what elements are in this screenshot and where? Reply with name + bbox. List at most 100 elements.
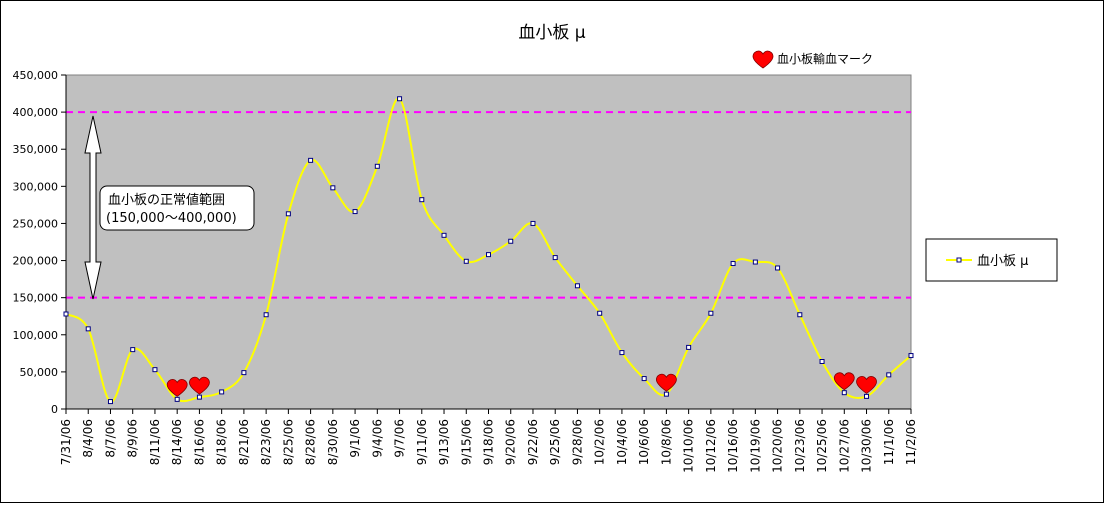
legend-label: 血小板 μ [977, 254, 1028, 269]
y-tick-label: 100,000 [13, 329, 59, 342]
x-tick-label: 8/11/06 [148, 419, 162, 465]
data-point [641, 376, 647, 382]
x-tick-label: 9/28/06 [570, 419, 584, 465]
range-note-box [99, 185, 255, 231]
x-tick-label: 10/2/06 [593, 419, 607, 465]
x-axis: 7/31/06 8/4/06 8/7/06 8/9/06 8/11/06 8/14/06 8… [59, 408, 918, 473]
transfusion-heart-icon [166, 378, 188, 397]
data-point [285, 211, 291, 217]
y-tick-label: 400,000 [13, 106, 59, 119]
data-point [196, 394, 202, 400]
data-point [107, 399, 113, 405]
reference-lines [66, 111, 911, 299]
transfusion-markers [166, 372, 877, 397]
x-tick-label: 9/4/06 [370, 419, 384, 458]
data-point [63, 311, 69, 317]
range-note-line-1: 血小板の正常値範囲 [108, 192, 225, 208]
data-point [730, 261, 736, 267]
x-tick-label: 10/19/06 [748, 419, 762, 473]
x-tick-label: 10/8/06 [659, 419, 673, 465]
data-point [597, 310, 603, 316]
y-tick-label: 200,000 [13, 255, 59, 268]
data-point [886, 372, 892, 378]
x-tick-label: 9/25/06 [548, 419, 562, 465]
data-point [508, 238, 514, 244]
y-tick-label: 450,000 [13, 69, 59, 82]
x-tick-label: 8/4/06 [81, 419, 95, 458]
transfusion-legend-label: 血小板輸血マーク [777, 51, 873, 66]
x-tick-label: 8/21/06 [237, 419, 251, 465]
x-tick-label: 10/27/06 [837, 419, 851, 473]
range-arrow [84, 115, 102, 300]
data-point [686, 344, 692, 350]
transfusion-heart-icon [856, 375, 877, 394]
y-tick-label: 300,000 [13, 180, 59, 193]
data-point [241, 370, 247, 376]
x-tick-label: 8/9/06 [126, 419, 140, 458]
data-point [864, 393, 870, 399]
data-point [463, 258, 469, 264]
y-tick-label: 0 [51, 403, 58, 416]
data-point [574, 283, 580, 289]
x-tick-label: 8/14/06 [170, 419, 184, 465]
range-note-line-2: (150,000〜400,000) [106, 211, 237, 226]
data-point [263, 312, 269, 318]
data-point [219, 389, 225, 395]
x-tick-label: 10/10/06 [682, 419, 696, 473]
x-tick-label: 8/28/06 [304, 419, 318, 465]
x-tick-label: 8/16/06 [192, 419, 206, 465]
y-axis: 0 50,000 100,000 150,000 200,000 250,000 300,0… [13, 69, 67, 416]
x-tick-label: 10/30/06 [860, 419, 874, 473]
transfusion-heart-icon [833, 372, 855, 391]
data-point [419, 197, 425, 203]
data-point [130, 347, 136, 353]
x-tick-label: 10/4/06 [615, 419, 629, 465]
x-tick-label: 11/2/06 [904, 419, 918, 465]
data-point [441, 232, 447, 238]
data-point [663, 391, 669, 397]
transfusion-heart-icon [189, 376, 210, 395]
data-point [85, 326, 91, 332]
x-tick-label: 9/13/06 [437, 419, 451, 465]
x-tick-label: 10/16/06 [726, 419, 740, 473]
x-tick-label: 8/18/06 [215, 419, 229, 465]
data-point [330, 185, 336, 191]
data-point [152, 367, 158, 373]
plot-area [65, 74, 912, 410]
x-tick-label: 9/15/06 [459, 419, 473, 465]
x-tick-label: 9/20/06 [504, 419, 518, 465]
x-tick-label: 8/23/06 [259, 419, 273, 465]
data-point [308, 157, 314, 163]
x-tick-label: 11/1/06 [882, 419, 896, 465]
data-point [552, 255, 558, 261]
data-point [174, 396, 180, 402]
data-point [486, 252, 491, 258]
series-line [65, 97, 912, 403]
x-tick-label: 9/22/06 [526, 419, 540, 465]
x-tick-label: 8/30/06 [326, 419, 340, 465]
x-tick-label: 9/1/06 [348, 419, 362, 458]
data-point [908, 353, 914, 359]
series-points [63, 96, 914, 405]
data-point [752, 259, 758, 265]
legend-marker-swatch [956, 257, 962, 263]
data-point [841, 390, 847, 396]
y-tick-label: 250,000 [13, 217, 59, 230]
x-tick-label: 9/18/06 [482, 419, 496, 465]
normal-range-annotation: 血小板の正常値範囲 (150,000〜400,000) [84, 115, 255, 300]
x-tick-label: 8/7/06 [103, 419, 117, 458]
x-tick-label: 10/12/06 [704, 419, 718, 473]
x-tick-label: 10/23/06 [793, 419, 807, 473]
x-tick-label: 7/31/06 [59, 419, 73, 465]
data-point [775, 265, 781, 271]
transfusion-legend-heart-icon [752, 50, 774, 69]
x-tick-label: 8/25/06 [281, 419, 295, 465]
chart-title: 血小板 μ [518, 23, 585, 43]
data-point [619, 350, 625, 356]
series-legend: 血小板 μ [925, 238, 1058, 282]
y-tick-label: 350,000 [13, 143, 59, 156]
data-point [797, 312, 803, 318]
data-point [708, 310, 714, 316]
